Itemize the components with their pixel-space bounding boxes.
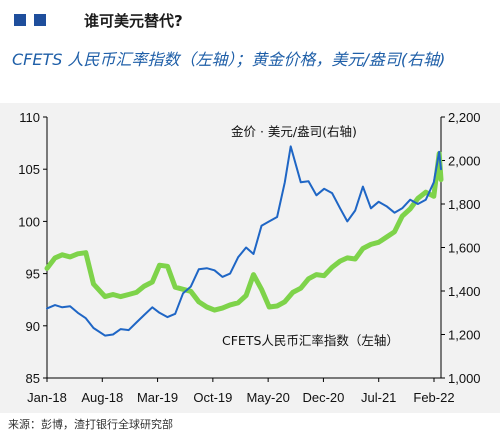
series-lines xyxy=(44,145,444,337)
x-tick-label: Feb-22 xyxy=(413,390,454,405)
x-tick-label: Dec-20 xyxy=(302,390,344,405)
series-line-cfets xyxy=(44,151,444,313)
x-tick-label: Jan-18 xyxy=(27,390,67,405)
y-left-tick-label: 105 xyxy=(18,162,40,177)
series-line-gold xyxy=(46,145,442,337)
chart-title: CFETS 人民币汇率指数（左轴）；黄金价格，美元/盎司(右轴) xyxy=(12,50,446,69)
x-tick-label: Oct-19 xyxy=(193,390,232,405)
y-right-tick-label: 1,200 xyxy=(448,328,481,343)
x-tick-label: Mar-19 xyxy=(137,390,178,405)
x-tick-label: May-20 xyxy=(246,390,289,405)
chart-supertitle: 谁可美元替代? xyxy=(84,12,183,30)
source-note: 来源：彭博，渣打银行全球研究部 xyxy=(8,418,173,431)
plot-background xyxy=(0,103,500,413)
y-left-tick-label: 95 xyxy=(26,267,40,282)
y-right-tick-label: 2,000 xyxy=(448,154,481,169)
x-tick-label: Jul-21 xyxy=(361,390,396,405)
bullet-square-icon xyxy=(34,14,46,26)
bullet-square-icon xyxy=(14,14,26,26)
x-tick-label: Aug-18 xyxy=(81,390,123,405)
y-left-tick-label: 90 xyxy=(26,319,40,334)
y-right-tick-label: 1,800 xyxy=(448,197,481,212)
y-left-tick-label: 85 xyxy=(26,371,40,386)
y-right-tick-label: 1,600 xyxy=(448,241,481,256)
y-right-tick-label: 2,200 xyxy=(448,110,481,125)
y-left-tick-label: 110 xyxy=(19,110,40,125)
y-right-tick-label: 1,000 xyxy=(448,371,481,386)
y-right-tick-label: 1,400 xyxy=(448,284,481,299)
series-label-gold: 金价 · 美元/盎司(右轴) xyxy=(231,124,357,139)
series-label-cfets: CFETS人民币汇率指数（左轴） xyxy=(222,333,399,348)
chart-header: 谁可美元替代? CFETS 人民币汇率指数（左轴）；黄金价格，美元/盎司(右轴) xyxy=(0,0,500,108)
y-left-tick-label: 100 xyxy=(18,214,40,229)
tick-labels: 85 90 95 100 105 110 1,000 1,200 1,400 1,600 1,800… xyxy=(18,110,480,405)
